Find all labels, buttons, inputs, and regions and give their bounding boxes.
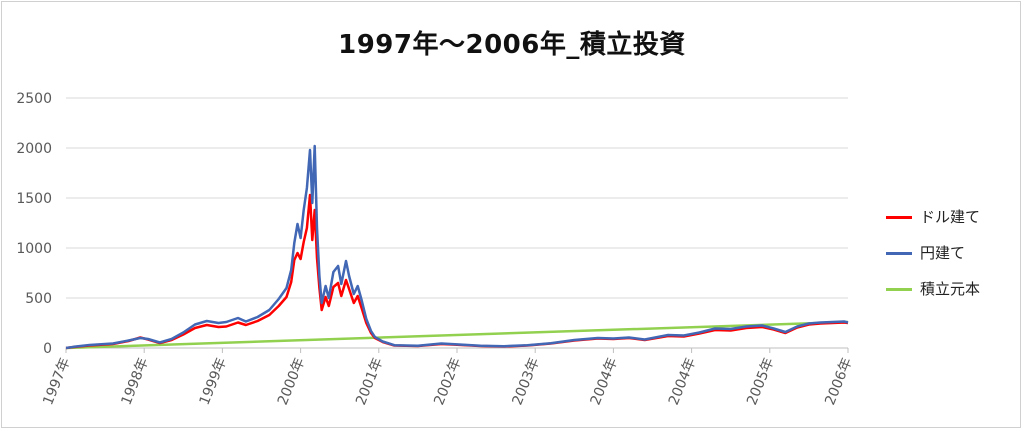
x-tick-label: 1997年 — [40, 356, 73, 408]
x-tick-label: 1999年 — [197, 356, 230, 408]
legend-item-principal: 積立元本 — [886, 277, 1020, 313]
legend-swatch-yen — [886, 252, 912, 255]
y-tick-label: 1000 — [16, 241, 52, 257]
x-tick-label: 2000年 — [275, 356, 308, 408]
x-tick-label: 1998年 — [118, 356, 151, 408]
legend-label-yen: 円建て — [920, 244, 966, 262]
series-lines — [65, 144, 849, 350]
y-axis-ticks: 0 500 1000 1500 2000 2500 — [16, 91, 52, 357]
gridlines — [66, 97, 848, 349]
x-tick-label: 2002年 — [431, 356, 464, 408]
legend: ドル建て 円建て 積立元本 — [886, 205, 1020, 313]
legend-item-dollar: ドル建て — [886, 205, 1020, 241]
y-tick-label: 2000 — [16, 141, 52, 157]
legend-label-dollar: ドル建て — [920, 208, 981, 226]
x-tick-label: 2004年 — [588, 356, 621, 408]
x-tick-label: 2001年 — [353, 356, 386, 408]
chart-title: 1997年～2006年_積立投資 — [338, 30, 686, 60]
x-tick-label: 2004年 — [666, 356, 699, 408]
legend-swatch-principal — [886, 288, 912, 291]
x-tick-label: 2005年 — [744, 356, 777, 408]
series-line-2 — [65, 320, 849, 350]
x-tick-label: 2003年 — [509, 356, 542, 408]
legend-swatch-dollar — [886, 216, 912, 219]
y-tick-label: 500 — [25, 291, 52, 307]
x-axis-ticks: 1997年 1998年 1999年 2000年 2001年 2002年 2003年 2004年… — [40, 348, 856, 408]
y-tick-label: 2500 — [16, 91, 52, 107]
legend-item-yen: 円建て — [886, 241, 1020, 277]
legend-label-principal: 積立元本 — [920, 280, 981, 298]
series-line-1 — [65, 144, 849, 350]
x-tick-label: 2006年 — [822, 356, 855, 408]
y-tick-label: 1500 — [16, 191, 52, 207]
y-tick-label: 0 — [43, 341, 52, 357]
